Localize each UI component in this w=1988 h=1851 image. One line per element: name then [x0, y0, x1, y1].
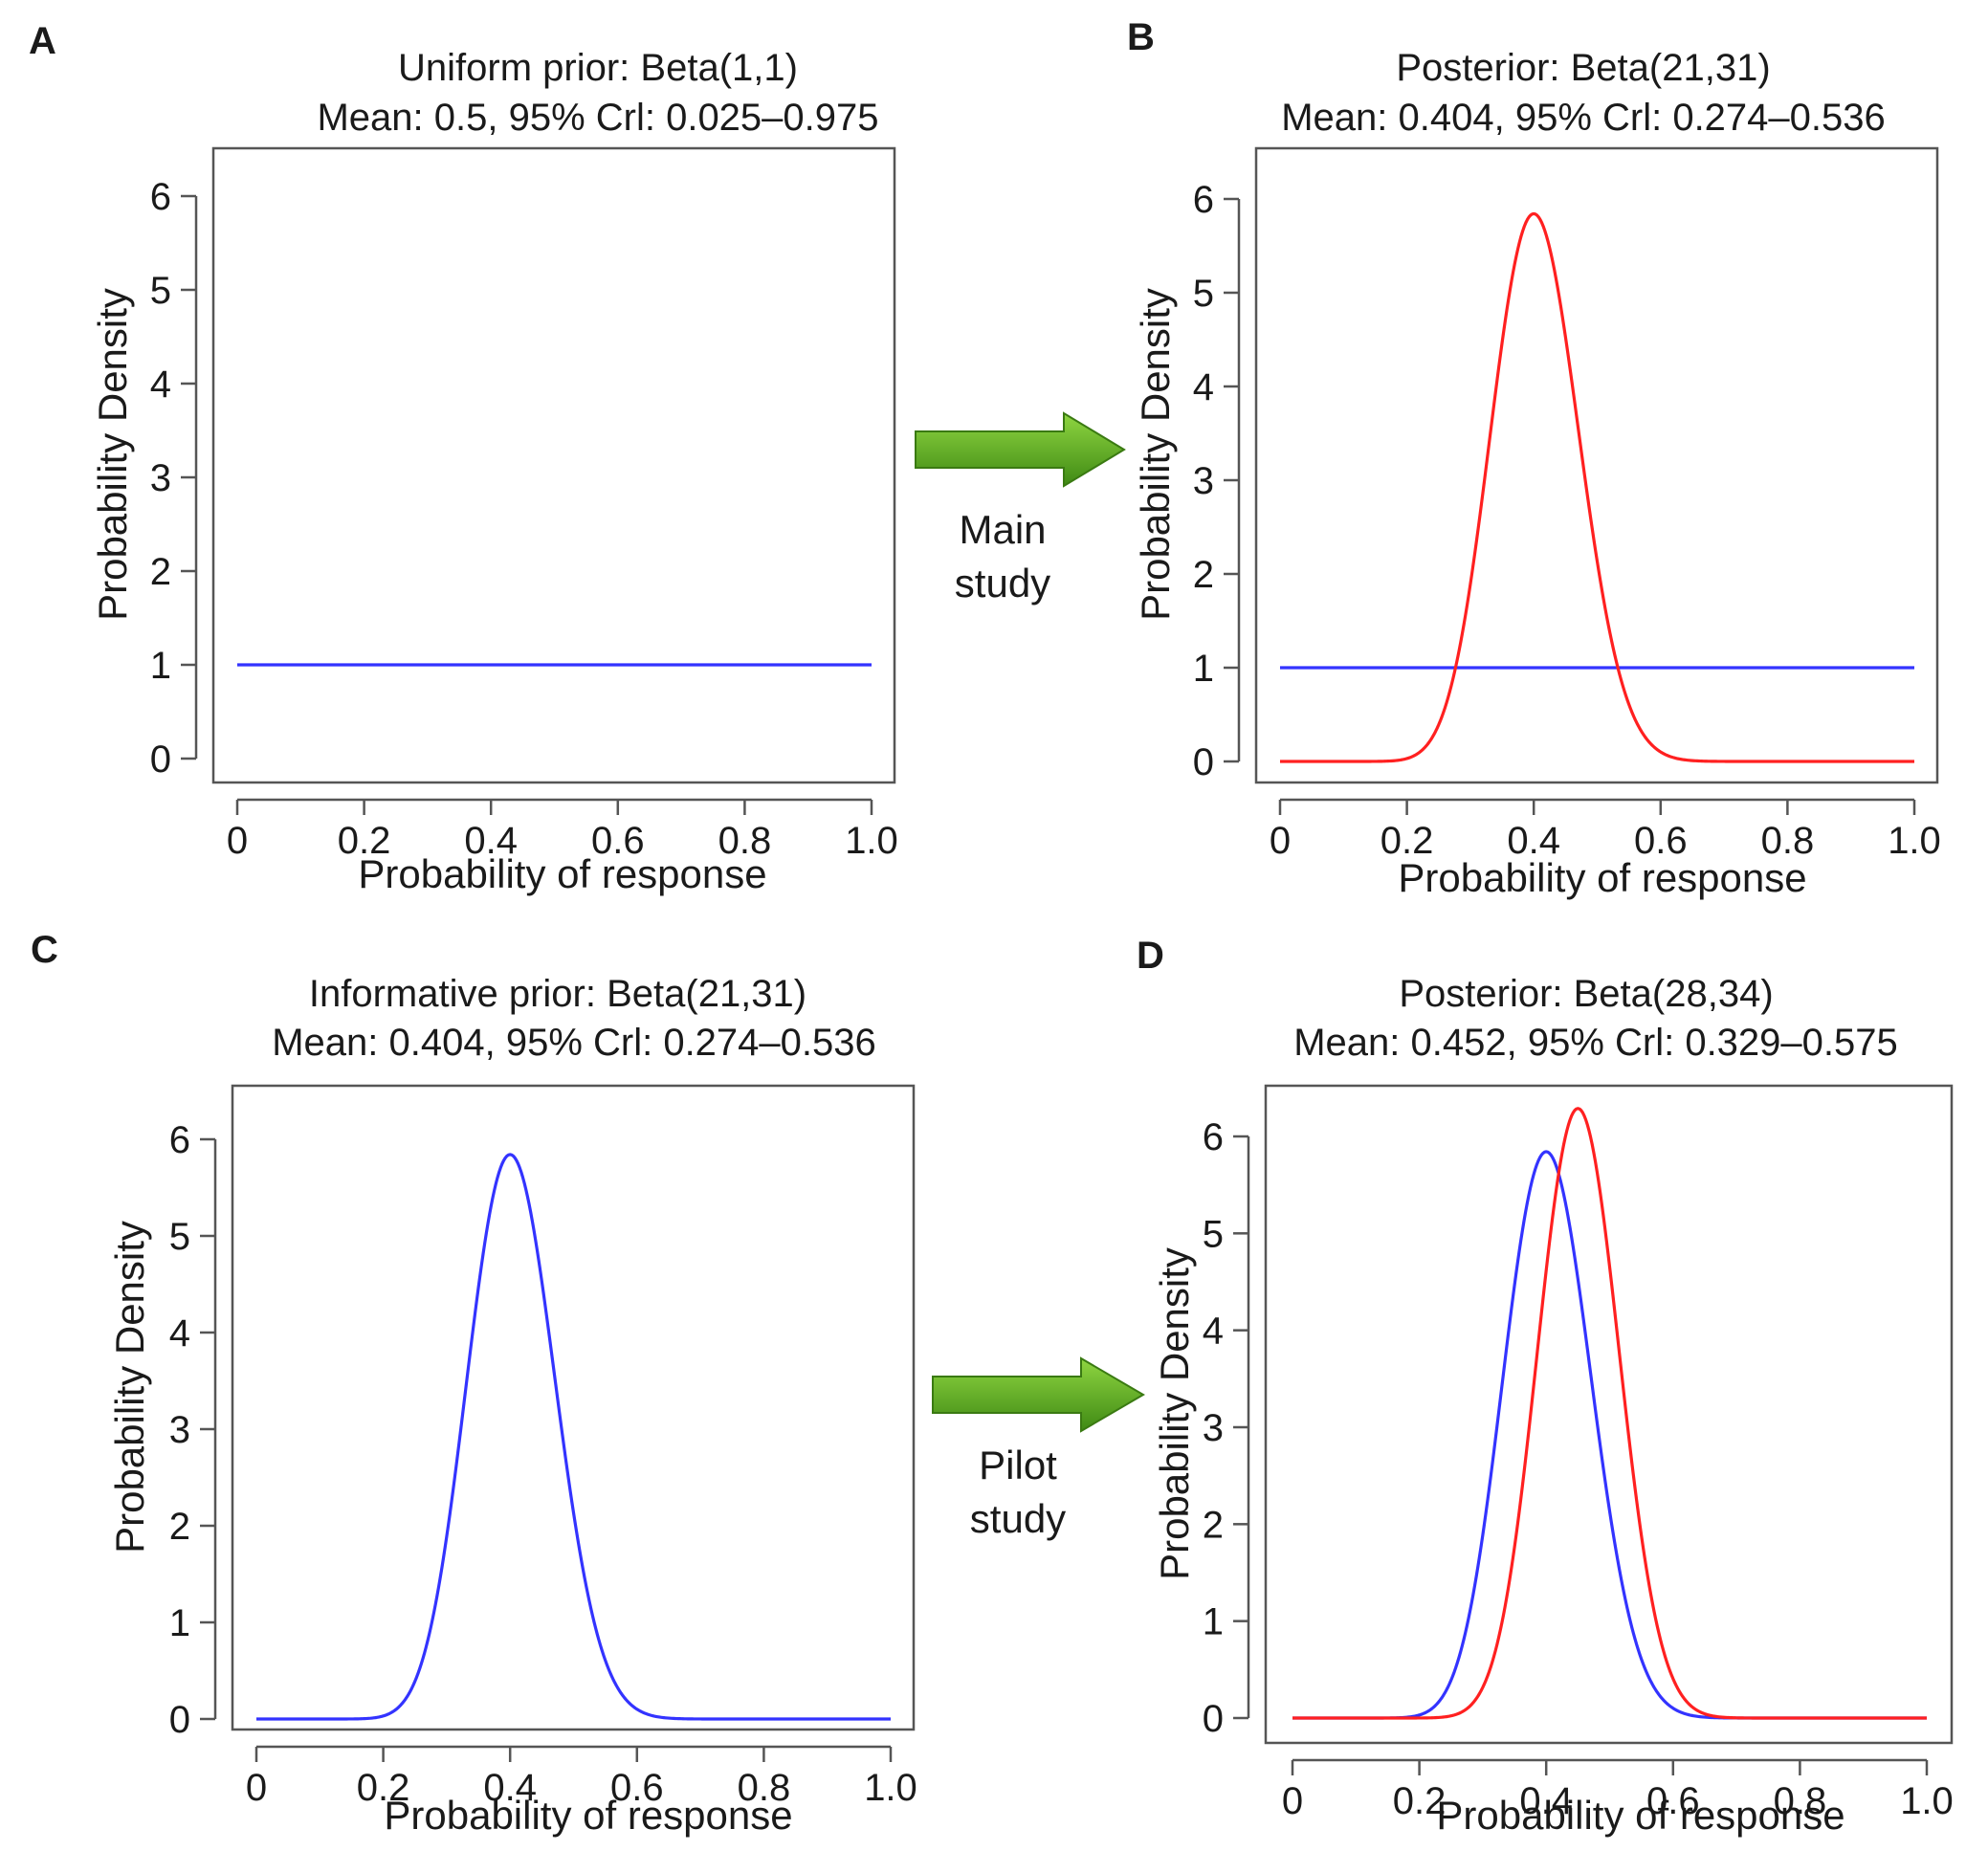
plot-area: 0 0.2 0.4 0.6 0.8 1.0 0 1 2 3 4 5 6	[169, 1084, 917, 1809]
y-tick-label: 3	[169, 1409, 190, 1451]
panel-b: B Posterior: Beta(21,31) Mean: 0.404, 95…	[1127, 16, 1941, 900]
y-tick-label: 6	[1193, 179, 1214, 221]
plot-area: 0 0.2 0.4 0.6 0.8 1.0 0 1 2 3 4 5 6	[1193, 146, 1941, 862]
y-tick-label: 4	[169, 1312, 190, 1355]
x-tick-label: 0.2	[1393, 1780, 1447, 1822]
x-axis-label: Probability of response	[358, 851, 766, 896]
y-axis-label: Probability Density	[1152, 1247, 1197, 1580]
panel-letter: D	[1137, 935, 1164, 977]
y-tick-label: 0	[1203, 1698, 1224, 1740]
x-tick-label: 0.2	[357, 1767, 410, 1809]
chart-title: Informative prior: Beta(21,31)	[309, 973, 806, 1015]
plot-frame	[211, 146, 896, 784]
y-tick-label: 0	[1193, 741, 1214, 783]
y-tick-label: 5	[150, 270, 171, 312]
panel-letter: B	[1127, 16, 1155, 58]
update-arrow-main-study: Main study	[915, 411, 1126, 606]
x-tick-label: 0.6	[1634, 820, 1688, 862]
density-curve-beta-28-34	[1292, 1107, 1927, 1720]
x-tick-label: 0.4	[1507, 820, 1560, 862]
chart-title: Posterior: Beta(28,34)	[1399, 973, 1773, 1015]
x-tick-label: 0	[1282, 1780, 1303, 1822]
panel-d: D Posterior: Beta(28,34) Mean: 0.452, 95…	[1137, 935, 1954, 1838]
chart-subtitle: Mean: 0.404, 95% Crl: 0.274–0.536	[1281, 97, 1886, 139]
density-curve-beta-21-31	[1292, 1150, 1927, 1720]
y-tick-label: 5	[169, 1216, 190, 1258]
panel-letter: C	[31, 929, 58, 971]
y-tick-label: 6	[150, 176, 171, 218]
arrow-label: Main	[959, 507, 1046, 552]
y-tick-label: 2	[1193, 554, 1214, 596]
panel-letter: A	[29, 20, 56, 62]
plot-frame	[231, 1084, 916, 1731]
chart-subtitle: Mean: 0.5, 95% Crl: 0.025–0.975	[317, 97, 878, 139]
x-tick-label: 1.0	[1900, 1780, 1954, 1822]
y-tick-label: 2	[169, 1506, 190, 1548]
x-axis-label: Probability of response	[384, 1793, 792, 1838]
y-tick-label: 6	[1203, 1116, 1224, 1158]
y-tick-label: 1	[1203, 1601, 1224, 1643]
y-tick-label: 1	[1193, 648, 1214, 690]
y-tick-label: 1	[150, 645, 171, 687]
x-tick-label: 0.6	[1646, 1780, 1700, 1822]
x-tick-label: 0.4	[483, 1767, 537, 1809]
chart-title: Posterior: Beta(21,31)	[1396, 47, 1770, 89]
y-tick-label: 5	[1193, 273, 1214, 315]
y-tick-label: 3	[1203, 1407, 1224, 1449]
y-tick-label: 4	[1203, 1311, 1224, 1353]
y-tick-label: 3	[1193, 460, 1214, 502]
update-arrow-pilot-study: Pilot study	[932, 1356, 1145, 1541]
x-tick-label: 0.2	[1381, 820, 1434, 862]
x-tick-label: 0	[1270, 820, 1291, 862]
right-arrow-icon	[932, 1356, 1145, 1433]
plot-area: 0 0.2 0.4 0.6 0.8 1.0 0 1 2 3 4 5 6	[150, 146, 898, 862]
density-curve-beta-21-31	[1280, 211, 1914, 763]
x-axis-label: Probability of response	[1436, 1793, 1844, 1838]
y-tick-label: 4	[1193, 366, 1214, 408]
x-tick-label: 0.2	[338, 820, 391, 862]
y-tick-label: 2	[150, 551, 171, 593]
density-curve-beta-21-31	[256, 1153, 891, 1721]
arrow-label: Pilot	[979, 1443, 1057, 1487]
y-tick-label: 1	[169, 1602, 190, 1644]
x-tick-label: 0.4	[464, 820, 518, 862]
plot-frame	[1254, 146, 1939, 784]
panel-c: C Informative prior: Beta(21,31) Mean: 0…	[31, 929, 917, 1838]
x-axis-label: Probability of response	[1398, 855, 1806, 900]
y-axis-label: Probability Density	[90, 288, 135, 621]
x-tick-label: 0.8	[1761, 820, 1815, 862]
x-tick-label: 0.8	[738, 1767, 791, 1809]
chart-subtitle: Mean: 0.452, 95% Crl: 0.329–0.575	[1293, 1022, 1898, 1064]
panel-a: A Uniform prior: Beta(1,1) Mean: 0.5, 95…	[29, 20, 898, 896]
x-tick-label: 0.8	[1774, 1780, 1827, 1822]
x-tick-label: 0.6	[610, 1767, 664, 1809]
arrow-label: study	[970, 1496, 1066, 1541]
x-tick-label: 0	[227, 820, 248, 862]
x-tick-label: 1.0	[845, 820, 898, 862]
y-tick-label: 5	[1203, 1213, 1224, 1255]
x-tick-label: 1.0	[864, 1767, 917, 1809]
y-axis-label: Probability Density	[1133, 288, 1178, 621]
x-tick-label: 0.6	[591, 820, 645, 862]
plot-area: 0 0.2 0.4 0.6 0.8 1.0 0 1 2 3 4 5 6	[1203, 1084, 1954, 1822]
x-tick-label: 0.4	[1519, 1780, 1573, 1822]
y-axis-label: Probability Density	[107, 1221, 152, 1554]
y-tick-label: 6	[169, 1119, 190, 1161]
y-tick-label: 3	[150, 457, 171, 499]
plot-frame	[1264, 1084, 1954, 1745]
chart-subtitle: Mean: 0.404, 95% Crl: 0.274–0.536	[272, 1022, 876, 1064]
arrow-label: study	[955, 561, 1050, 606]
y-tick-label: 0	[169, 1699, 190, 1741]
x-tick-label: 0	[246, 1767, 267, 1809]
right-arrow-icon	[915, 411, 1126, 488]
x-tick-label: 0.8	[718, 820, 772, 862]
chart-title: Uniform prior: Beta(1,1)	[398, 47, 798, 89]
y-tick-label: 2	[1203, 1504, 1224, 1546]
y-tick-label: 4	[150, 364, 171, 406]
x-tick-label: 1.0	[1888, 820, 1941, 862]
y-tick-label: 0	[150, 738, 171, 781]
